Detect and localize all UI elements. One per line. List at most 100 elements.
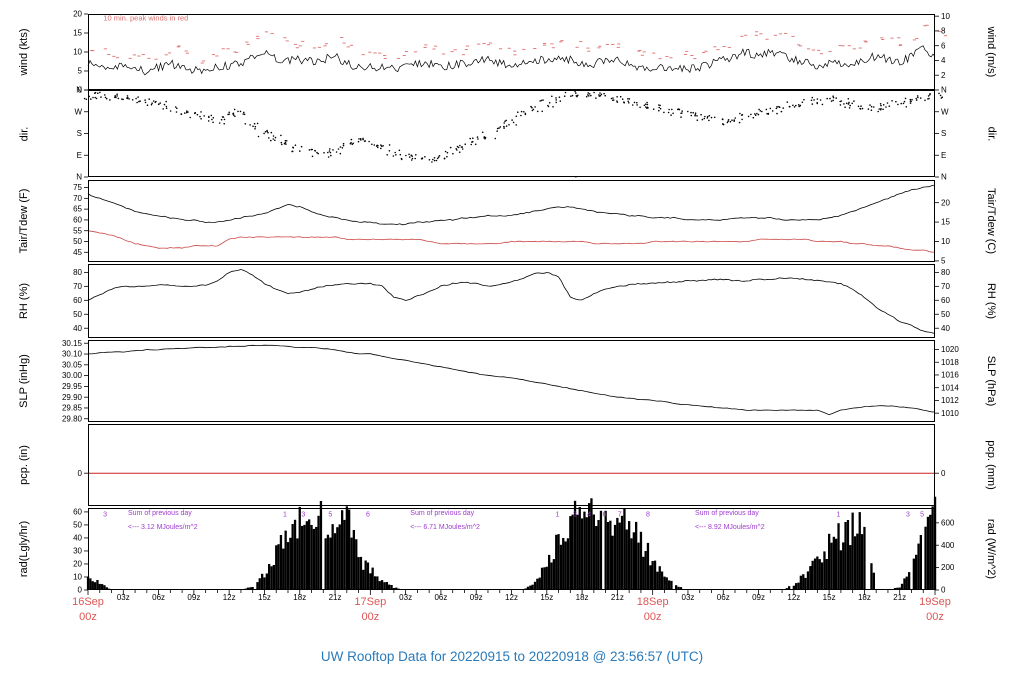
panel-border xyxy=(88,508,935,590)
svg-text:5: 5 xyxy=(941,257,946,266)
x-tick-label: 03z xyxy=(681,593,695,602)
svg-text:0: 0 xyxy=(941,469,946,478)
svg-text:30.15: 30.15 xyxy=(62,339,83,348)
x-tick-label: 21z xyxy=(893,593,907,602)
annotation: 3 xyxy=(573,512,577,519)
svg-text:N: N xyxy=(941,173,947,182)
annotation: 6 xyxy=(602,512,606,519)
annotation: 6 xyxy=(366,512,370,519)
svg-text:0: 0 xyxy=(78,86,83,95)
svg-text:60: 60 xyxy=(73,508,82,517)
svg-text:20: 20 xyxy=(73,560,82,569)
x-tick-label: 12z xyxy=(787,593,801,602)
annotation: 4 xyxy=(587,512,591,519)
x-tick-label: 15z xyxy=(258,593,271,602)
y-ticks-rh: 40 50 60 70 80 40 50 60 70 80 xyxy=(73,268,950,333)
x-tick-label: 12z xyxy=(222,593,236,602)
annotation: 1 xyxy=(837,512,841,519)
svg-text:200: 200 xyxy=(941,563,955,572)
svg-text:10: 10 xyxy=(73,48,82,57)
svg-text:0: 0 xyxy=(941,586,946,595)
annotation: Sum of previous day xyxy=(128,510,192,517)
svg-text:W: W xyxy=(941,107,949,116)
svg-text:55: 55 xyxy=(73,226,82,235)
panel-slp: 29.80 29.85 29.90 29.95 30.00 30.05 30.10 30.15… xyxy=(62,339,959,424)
svg-text:40: 40 xyxy=(73,324,82,333)
x-tick-label: 09z xyxy=(752,593,765,602)
series-relative-humidity xyxy=(87,269,936,335)
svg-text:30.00: 30.00 xyxy=(62,371,83,380)
svg-text:6: 6 xyxy=(941,41,946,50)
svg-text:50: 50 xyxy=(73,521,82,530)
axis-label-left-slp: SLP (inHg) xyxy=(18,354,30,408)
chart-title: UW Rooftop Data for 20220915 to 20220918… xyxy=(320,649,704,664)
annotation: 1 xyxy=(283,512,287,519)
svg-text:29.85: 29.85 xyxy=(62,404,83,413)
panel-dir: N E S W N N E S W N xyxy=(74,86,949,182)
svg-text:70: 70 xyxy=(73,282,82,291)
x-tick-label: 12z xyxy=(505,593,518,602)
svg-text:5: 5 xyxy=(78,67,83,76)
svg-text:50: 50 xyxy=(73,310,82,319)
axis-label-left-dir: dir. xyxy=(18,126,30,141)
x-tick-label: 06z xyxy=(716,593,730,602)
annotation: <--- 6.71 MJoules/m^2 xyxy=(410,524,480,531)
axis-label-left-temp: Tair/Tdew (F) xyxy=(18,188,30,254)
svg-text:75: 75 xyxy=(73,183,82,192)
axis-label-right-dir: dir. xyxy=(985,126,997,141)
annotation: Sum of previous day xyxy=(410,510,474,517)
annotation: Sum of previous day xyxy=(695,510,759,517)
axis-label-left-rh: RH (%) xyxy=(18,282,30,320)
x-tick-label: 03z xyxy=(116,593,130,602)
axis-label-right-slp: SLP (hPa) xyxy=(985,355,997,407)
panel-border xyxy=(88,264,935,338)
svg-text:29.80: 29.80 xyxy=(62,414,83,423)
svg-text:15: 15 xyxy=(73,29,82,38)
svg-text:1010: 1010 xyxy=(941,409,959,418)
x-tick-label: 18z xyxy=(575,593,589,602)
svg-text:N: N xyxy=(941,86,947,95)
annotation: 8 xyxy=(646,512,650,519)
axis-label-right-rad: rad (W/m^2) xyxy=(985,518,997,580)
svg-text:45: 45 xyxy=(73,248,82,257)
svg-text:2: 2 xyxy=(941,71,946,80)
panel-border xyxy=(88,424,935,506)
annotation: 3 xyxy=(906,512,910,519)
svg-text:10: 10 xyxy=(941,12,950,21)
panel-temp: 45 50 55 60 65 70 75 5 10 15 20 xyxy=(73,180,950,266)
svg-text:70: 70 xyxy=(941,282,950,291)
svg-text:4: 4 xyxy=(941,56,946,65)
svg-text:E: E xyxy=(941,151,946,160)
series-peak-winds xyxy=(90,24,948,64)
y-ticks-dir: N E S W N N E S W N xyxy=(74,86,949,182)
date-label: 17Sep 00z xyxy=(354,596,387,623)
annotation: 3 xyxy=(103,512,107,519)
svg-text:60: 60 xyxy=(941,296,950,305)
x-tick-label: 18z xyxy=(293,593,307,602)
svg-text:70: 70 xyxy=(73,194,82,203)
svg-text:400: 400 xyxy=(941,541,955,550)
svg-text:1012: 1012 xyxy=(941,396,959,405)
panel-border xyxy=(88,340,935,422)
svg-text:80: 80 xyxy=(941,268,950,277)
svg-text:1020: 1020 xyxy=(941,345,959,354)
panel-border xyxy=(88,180,935,262)
series-sea-level-pressure xyxy=(88,344,936,416)
series-solar-radiation xyxy=(86,496,937,590)
x-tick-label: 21z xyxy=(328,593,342,602)
annotation: 10 min. peak winds in red xyxy=(103,14,188,23)
svg-text:W: W xyxy=(74,107,82,116)
svg-text:30.10: 30.10 xyxy=(62,350,83,359)
panel-rad: 0 10 20 30 40 50 60 0 200 400 600 Sum of previous d… xyxy=(73,496,955,595)
svg-text:10: 10 xyxy=(73,573,82,582)
axis-label-right-wind: wind (m/s) xyxy=(985,26,997,78)
svg-text:10: 10 xyxy=(941,237,950,246)
svg-text:15: 15 xyxy=(941,218,950,227)
x-tick-label: 09z xyxy=(469,593,483,602)
svg-text:S: S xyxy=(77,129,82,138)
annotation: 1 xyxy=(555,512,559,519)
x-tick-label: 03z xyxy=(399,593,413,602)
